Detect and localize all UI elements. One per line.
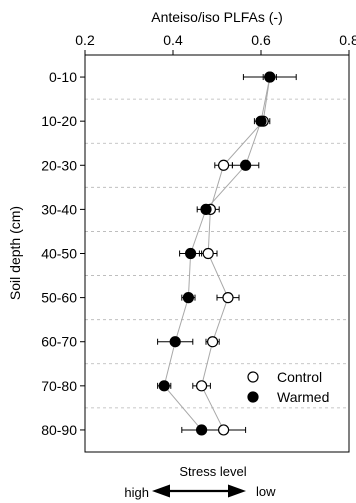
point-control (207, 336, 219, 348)
y-tick-label: 30-40 (41, 201, 77, 217)
stress-low-label: low (256, 484, 276, 499)
point-warmed (185, 247, 197, 260)
legend-marker-warmed (247, 391, 259, 403)
y-tick-label: 10-20 (41, 113, 77, 129)
x-tick-label: 0.4 (163, 32, 183, 48)
plot-frame (84, 54, 350, 453)
point-warmed (158, 380, 170, 392)
point-warmed (169, 336, 181, 348)
point-control (218, 159, 230, 171)
stress-level-title: Stress level (179, 464, 246, 479)
x-tick-label: 0.6 (251, 32, 271, 48)
x-axis-title: Anteiso/iso PLFAs (-) (151, 9, 283, 25)
grid-lines (85, 98, 349, 409)
point-warmed (200, 203, 212, 215)
y-tick-label: 50-60 (41, 290, 77, 306)
stress-arrowhead-left-icon (152, 484, 170, 498)
point-control (222, 292, 234, 304)
y-tick-label: 60-70 (41, 334, 77, 350)
y-axis-title: Soil depth (cm) (7, 206, 23, 300)
point-warmed (196, 424, 208, 436)
point-warmed (264, 71, 276, 83)
y-ticks: 0-10 10-20 20-30 30-40 40-50 50-60 60-70 70-80 8… (41, 69, 85, 438)
y-tick-label: 20-30 (41, 157, 77, 173)
point-control (196, 380, 208, 392)
data-points (158, 71, 276, 436)
legend: Control Warmed (247, 369, 329, 405)
legend-label-warmed: Warmed (277, 389, 329, 405)
stress-arrowhead-right-icon (228, 484, 246, 498)
point-control (218, 424, 230, 436)
point-warmed (182, 292, 194, 304)
x-tick-label: 0.2 (75, 32, 95, 48)
y-tick-label: 80-90 (41, 422, 77, 438)
point-control (202, 247, 214, 260)
x-ticks: 0.2 0.4 0.6 0.8 (75, 32, 356, 55)
point-warmed (240, 159, 252, 171)
point-warmed (255, 115, 267, 127)
stress-high-label: high (124, 485, 149, 500)
stress-level-annotation: Stress level high low (124, 464, 276, 500)
legend-label-control: Control (277, 369, 322, 385)
legend-marker-control (247, 371, 259, 383)
y-tick-label: 40-50 (41, 246, 77, 262)
y-tick-label: 0-10 (49, 69, 77, 85)
y-tick-label: 70-80 (41, 378, 77, 394)
x-tick-label: 0.8 (339, 32, 356, 48)
error-bars (157, 74, 297, 433)
